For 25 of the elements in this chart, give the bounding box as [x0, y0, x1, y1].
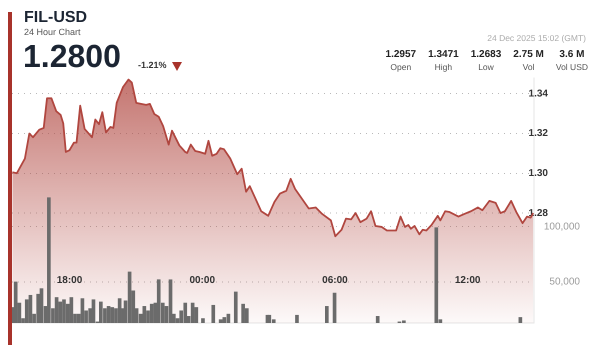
x-tick-label: 06:00	[322, 274, 348, 286]
y-tick-label: 1.28	[528, 208, 548, 219]
text: 1.3471	[428, 49, 459, 60]
text: Vol USD	[556, 62, 588, 72]
text: Low	[477, 62, 495, 72]
text: -1.21%	[138, 60, 167, 70]
x-tick-label: 12:00	[454, 274, 481, 286]
text: Open	[389, 62, 412, 72]
chart-title: FIL-USD	[24, 9, 88, 27]
y2-tick-label: 50,000	[549, 276, 580, 288]
text: 1.2800	[23, 38, 121, 74]
text: 3.6 M	[558, 49, 586, 60]
x-tick-label: 18:00	[56, 274, 83, 286]
y-tick-label: 1.30	[528, 168, 548, 180]
chart-subtitle: 24 Hour Chart	[24, 27, 81, 37]
text: 24 Dec 2025 15:02 (GMT)	[487, 33, 586, 43]
y-tick-label: 1.34	[528, 88, 548, 100]
text: 1.2683	[470, 49, 502, 60]
text: High	[434, 62, 454, 72]
text: Vol	[522, 62, 536, 72]
y-tick-label: 1.32	[528, 128, 548, 140]
x-tick-label: 00:00	[189, 274, 216, 286]
y2-tick-label: 100,000	[544, 221, 580, 232]
text: 1.2957	[386, 49, 416, 60]
text: 2.75 M	[513, 49, 544, 60]
